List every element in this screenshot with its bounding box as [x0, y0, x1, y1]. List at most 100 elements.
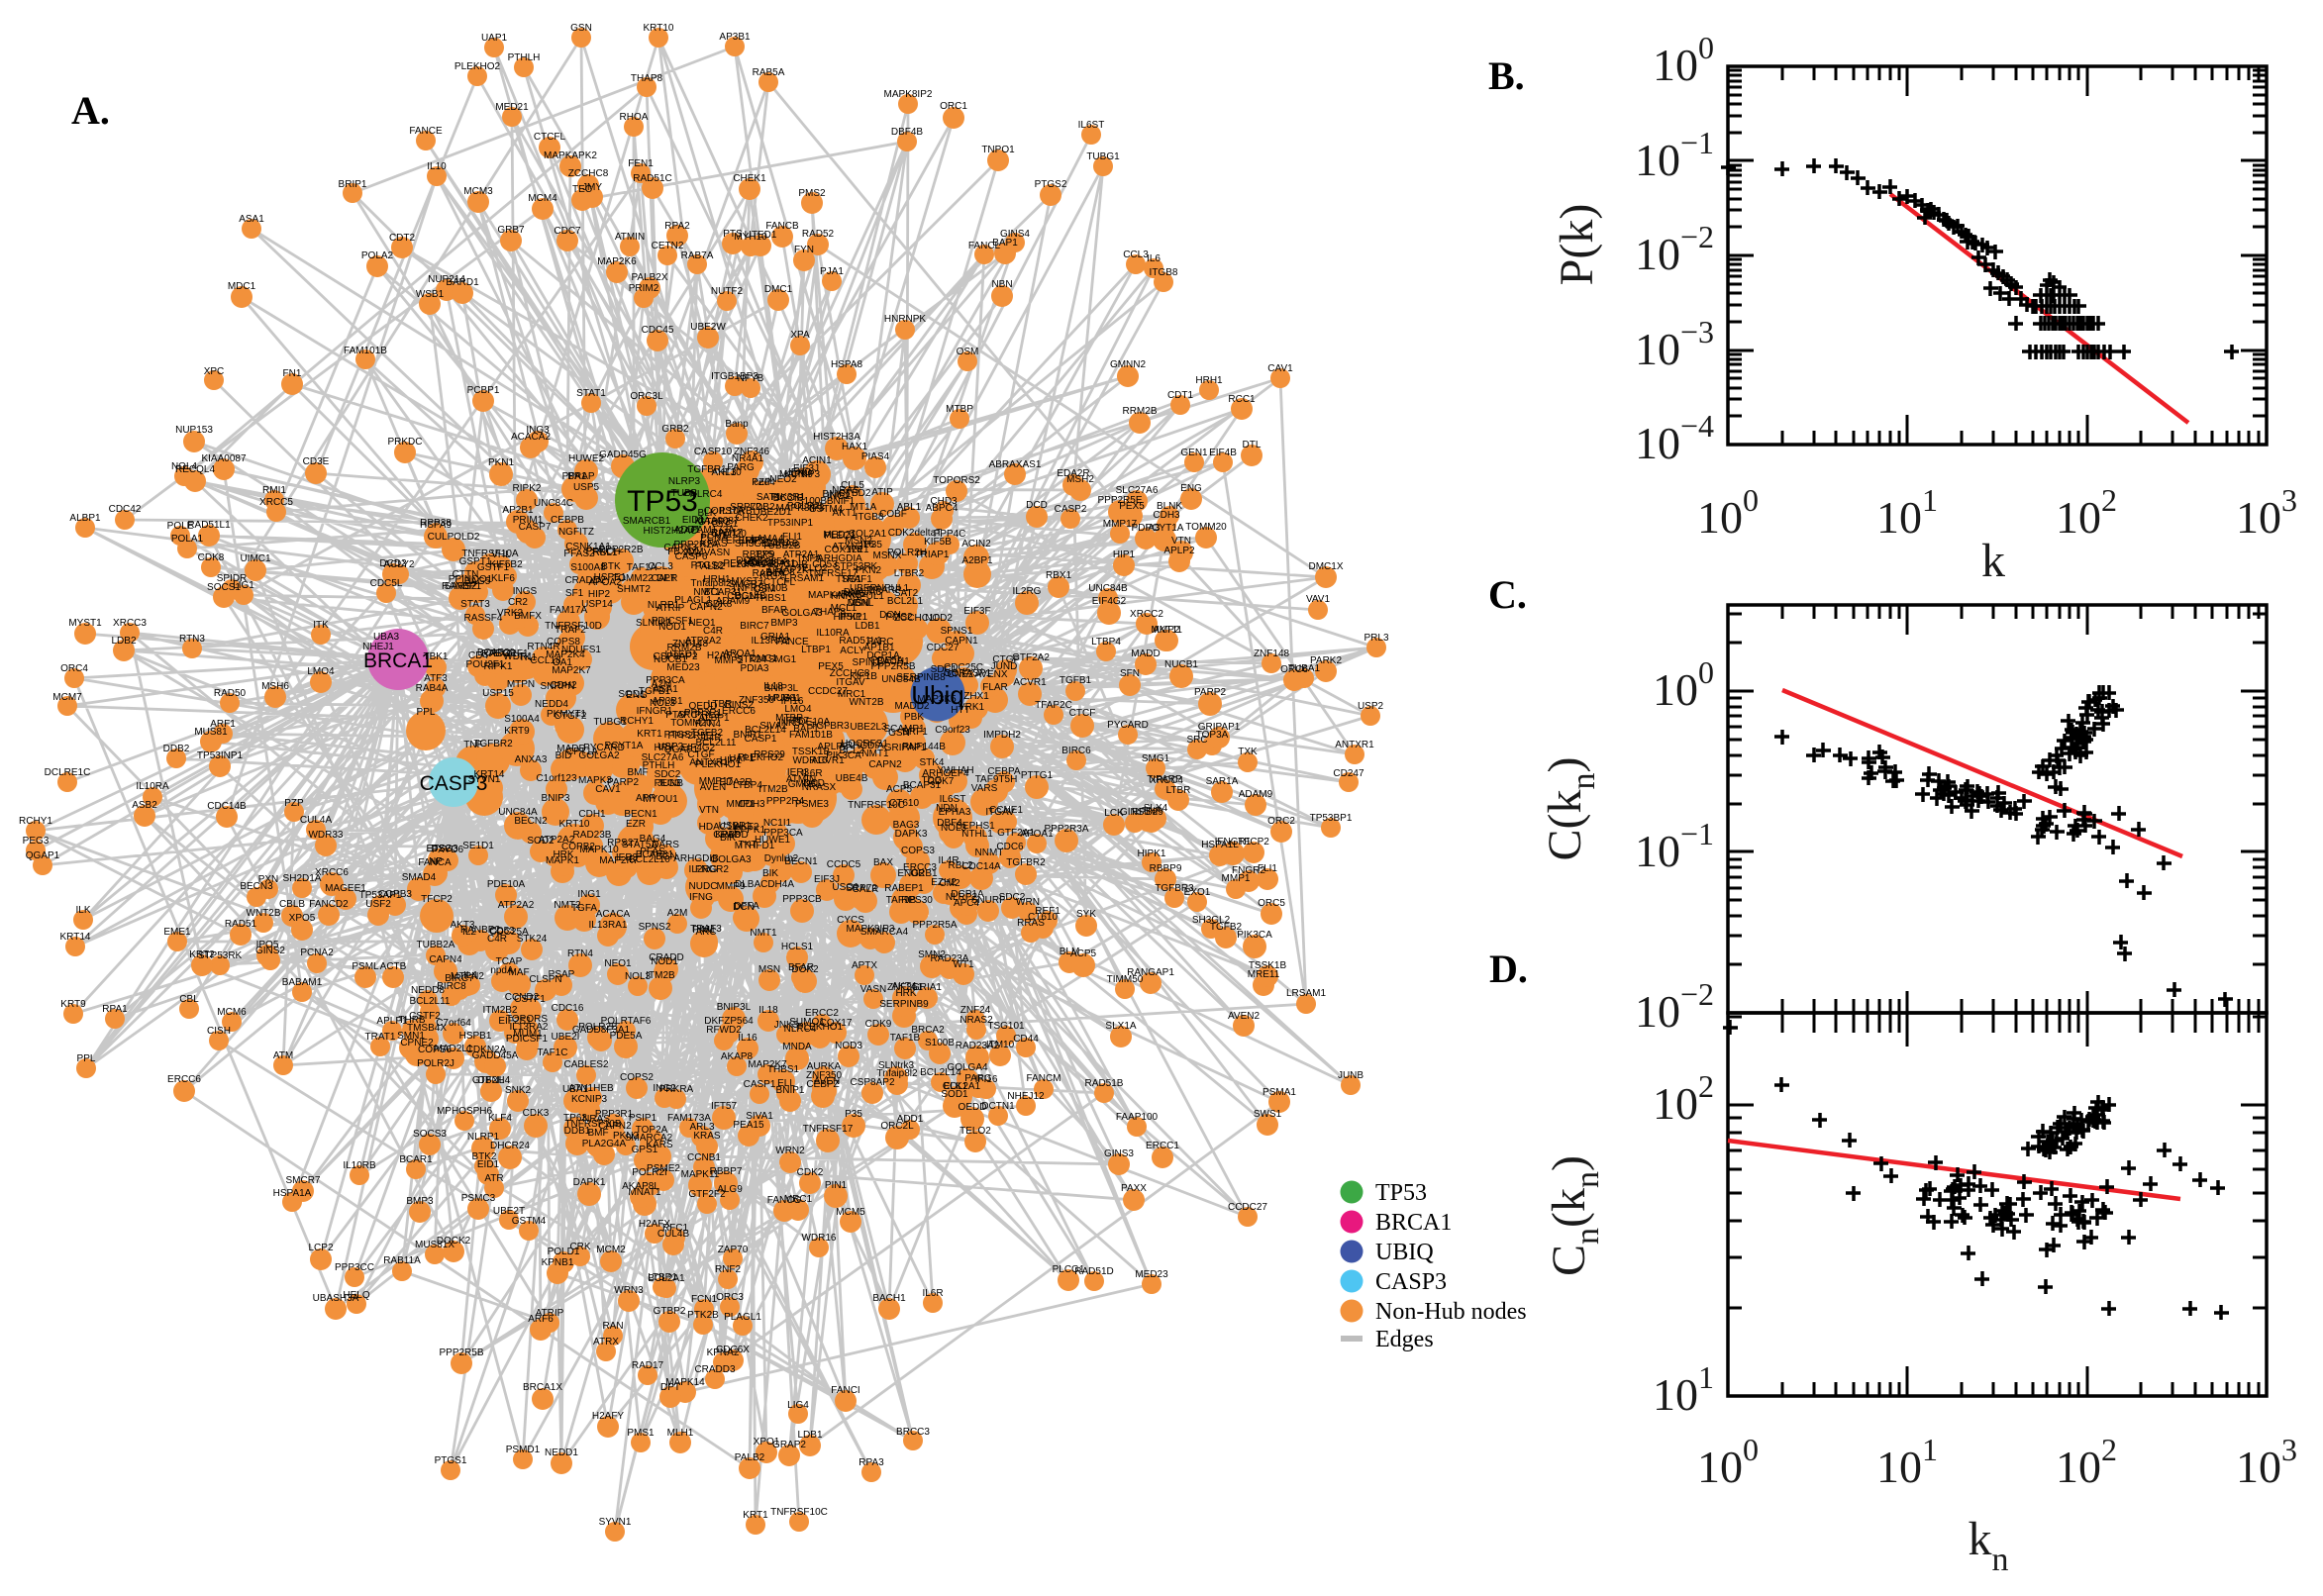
svg-text:THRB: THRB	[398, 1015, 426, 1026]
svg-text:npdA: npdA	[490, 965, 514, 976]
svg-text:AKT3: AKT3	[450, 920, 474, 931]
svg-text:PALB2: PALB2	[735, 1452, 765, 1463]
svg-text:RCC1: RCC1	[1228, 394, 1256, 405]
svg-text:TNFRSF10A: TNFRSF10A	[461, 549, 519, 559]
svg-text:TAF9T5H: TAF9T5H	[975, 774, 1018, 785]
svg-text:OSM: OSM	[957, 347, 979, 357]
svg-text:MADD: MADD	[556, 744, 585, 754]
svg-text:PPP2R2B: PPP2R2B	[598, 545, 643, 555]
svg-text:COL2A1: COL2A1	[943, 1081, 981, 1092]
svg-text:BLM: BLM	[1060, 947, 1080, 957]
svg-text:RAD51D: RAD51D	[1074, 1266, 1113, 1277]
svg-text:SCAMP1: SCAMP1	[883, 724, 925, 735]
svg-text:CAV1: CAV1	[1267, 363, 1293, 374]
svg-text:LRSAM1: LRSAM1	[1286, 988, 1326, 999]
svg-text:DCD: DCD	[1026, 500, 1048, 511]
svg-text:CDC6: CDC6	[996, 842, 1024, 852]
svg-text:MAPK11: MAPK11	[681, 1169, 720, 1180]
svg-text:101: 101	[1653, 1359, 1714, 1420]
svg-text:TGFB1: TGFB1	[1060, 675, 1092, 686]
svg-text:MADD: MADD	[1131, 648, 1160, 659]
svg-text:CRADD: CRADD	[649, 952, 684, 963]
svg-text:RANBP1: RANBP1	[442, 581, 481, 592]
svg-text:CDC5L: CDC5L	[370, 578, 403, 589]
svg-text:BFAR: BFAR	[788, 962, 814, 973]
svg-text:FAM101B: FAM101B	[344, 346, 387, 356]
svg-text:TELO2: TELO2	[796, 563, 828, 574]
svg-text:RNF2: RNF2	[715, 1264, 742, 1275]
svg-text:ATN1HEB: ATN1HEB	[568, 1083, 614, 1094]
svg-text:XRCC5: XRCC5	[259, 497, 293, 508]
svg-text:RTN3: RTN3	[179, 634, 205, 645]
svg-text:WRN3: WRN3	[614, 1285, 644, 1296]
svg-text:IL6R: IL6R	[801, 768, 822, 779]
svg-text:PTS: PTS	[723, 229, 743, 240]
svg-text:ARF1: ARF1	[210, 719, 236, 730]
svg-text:DCN: DCN	[879, 610, 901, 621]
svg-text:MED23: MED23	[666, 662, 700, 673]
svg-text:k: k	[1981, 535, 2005, 587]
svg-text:IL10RA: IL10RA	[816, 628, 850, 639]
svg-text:A2M: A2M	[667, 908, 688, 919]
svg-text:UBIQ: UBIQ	[1375, 1240, 1434, 1265]
svg-text:USP2: USP2	[1358, 701, 1384, 712]
svg-text:TAF1B: TAF1B	[890, 1033, 921, 1044]
svg-text:BID: BID	[556, 750, 572, 761]
svg-text:PRKDC: PRKDC	[387, 437, 422, 448]
svg-text:HSPE1: HSPE1	[594, 572, 627, 583]
svg-text:GRIA1: GRIA1	[912, 982, 942, 993]
svg-text:EIF3F: EIF3F	[963, 606, 990, 617]
svg-text:MLH1: MLH1	[667, 1428, 694, 1439]
svg-text:BRCA2: BRCA2	[911, 1025, 945, 1036]
svg-text:Cn(kn): Cn(kn)	[1543, 1155, 1606, 1276]
svg-text:PPINQO1: PPINQO1	[449, 574, 493, 585]
svg-text:IER3: IER3	[787, 767, 810, 778]
svg-text:NOD2: NOD2	[925, 613, 953, 624]
svg-text:TUBG1: TUBG1	[593, 717, 627, 728]
svg-text:BCL2L14: BCL2L14	[920, 1067, 961, 1078]
svg-text:GINS2: GINS2	[255, 946, 285, 956]
svg-text:SHMT2: SHMT2	[617, 584, 651, 595]
svg-text:COPS3: COPS3	[901, 846, 935, 856]
svg-text:PIM1: PIM1	[692, 925, 716, 936]
svg-text:SMG1: SMG1	[768, 654, 797, 665]
svg-text:EIF4B: EIF4B	[1209, 448, 1237, 458]
svg-text:BNIF1: BNIF1	[827, 496, 856, 507]
svg-text:ARHGDIB: ARHGDIB	[673, 853, 719, 864]
svg-text:FLI1: FLI1	[782, 532, 802, 543]
svg-text:TEX11: TEX11	[487, 648, 517, 659]
svg-text:NOL3: NOL3	[941, 823, 967, 834]
svg-text:C(kn): C(kn)	[1539, 757, 1602, 861]
svg-text:GSTF1: GSTF1	[477, 562, 510, 573]
svg-text:CISH: CISH	[207, 1026, 231, 1037]
svg-text:MAPKAPK5: MAPKAPK5	[808, 590, 861, 601]
svg-text:KRT14: KRT14	[474, 769, 505, 780]
svg-text:LCK: LCK	[1104, 808, 1124, 819]
svg-text:AP2B1: AP2B1	[502, 505, 534, 516]
svg-text:CSP8AP2: CSP8AP2	[653, 651, 697, 662]
svg-text:CTCFL: CTCFL	[534, 132, 566, 143]
svg-text:MPHOSPH6: MPHOSPH6	[437, 1106, 493, 1117]
svg-text:RPS27: RPS27	[607, 838, 639, 848]
svg-text:LDB1: LDB1	[855, 621, 879, 632]
svg-text:BAP1: BAP1	[992, 238, 1018, 249]
svg-text:ACP5: ACP5	[886, 784, 913, 795]
svg-text:ANTXR1: ANTXR1	[689, 757, 729, 768]
svg-text:H2AFX: H2AFX	[639, 1219, 671, 1230]
svg-text:CD53: CD53	[489, 926, 515, 937]
svg-text:ZNF350: ZNF350	[806, 1070, 843, 1081]
svg-text:ABRAXAS1: ABRAXAS1	[989, 459, 1042, 470]
svg-text:ACLY2: ACLY2	[384, 559, 415, 570]
svg-text:TRAF3: TRAF3	[690, 924, 722, 935]
svg-text:DNAJA3: DNAJA3	[844, 587, 882, 598]
svg-text:WRN2: WRN2	[775, 1146, 805, 1156]
svg-text:BECN3: BECN3	[240, 881, 273, 892]
svg-text:DFFA: DFFA	[734, 901, 759, 912]
svg-text:TP63: TP63	[563, 1113, 587, 1124]
svg-text:kn: kn	[1969, 1513, 2009, 1578]
svg-text:HIPK1: HIPK1	[834, 612, 862, 623]
svg-text:ATP2A2: ATP2A2	[539, 835, 575, 846]
svg-text:BTK: BTK	[601, 561, 621, 572]
svg-text:PLEKHO1: PLEKHO1	[695, 759, 742, 770]
svg-text:MNAT1: MNAT1	[628, 1187, 661, 1198]
